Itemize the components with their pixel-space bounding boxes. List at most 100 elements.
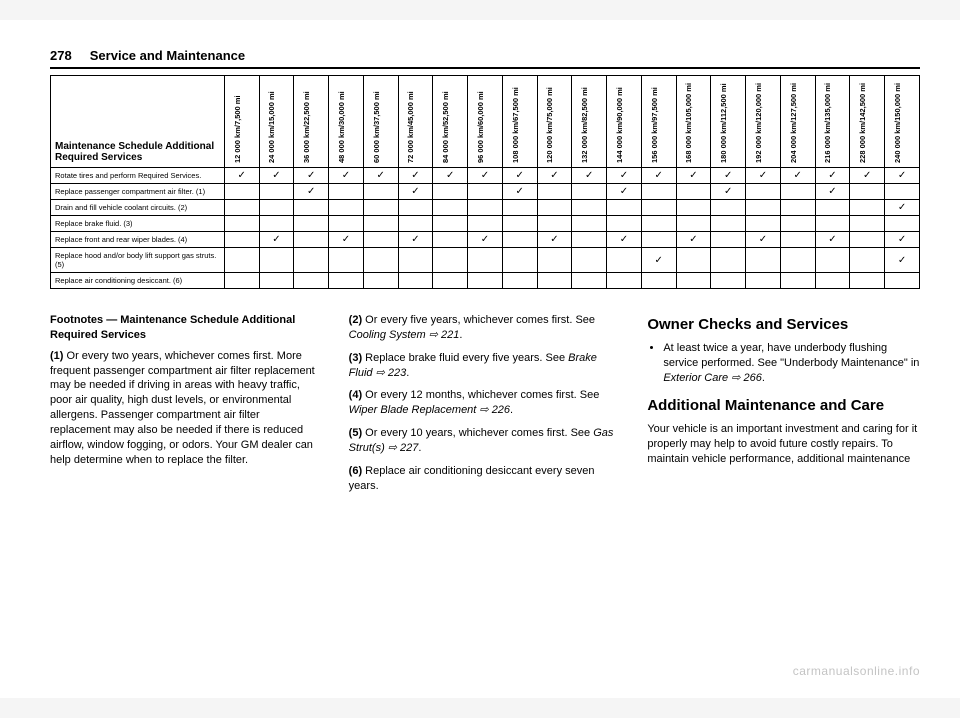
page: 278 Service and Maintenance Maintenance … <box>0 20 960 698</box>
table-cell <box>711 216 746 232</box>
table-cell: ✓ <box>815 184 850 200</box>
table-cell: ✓ <box>780 168 815 184</box>
table-col-header-label: 84 000 km/52,500 mi <box>441 91 450 163</box>
footnote-3-body-a: Replace brake fluid every five years. Se… <box>362 352 568 364</box>
table-cell <box>850 216 885 232</box>
table-col-header-label: 36 000 km/22,500 mi <box>302 91 311 163</box>
table-row: Replace passenger compartment air filter… <box>51 184 920 200</box>
footnote-5-body-b: . <box>418 442 421 454</box>
table-cell <box>780 184 815 200</box>
table-cell: ✓ <box>746 168 781 184</box>
table-cell <box>329 216 364 232</box>
table-row-label: Rotate tires and perform Required Servic… <box>51 168 225 184</box>
content-columns: Footnotes — Maintenance Schedule Additio… <box>50 313 920 501</box>
table-col-header-label: 228 000 km/142,500 mi <box>858 83 867 163</box>
table-col-header: 192 000 km/120,000 mi <box>746 76 781 168</box>
table-cell <box>746 216 781 232</box>
table-cell <box>363 232 398 248</box>
table-cell <box>780 216 815 232</box>
table-cell <box>224 248 259 273</box>
table-cell <box>676 200 711 216</box>
table-cell <box>850 273 885 289</box>
table-cell: ✓ <box>537 232 572 248</box>
table-cell <box>676 216 711 232</box>
table-cell: ✓ <box>259 168 294 184</box>
table-cell <box>780 200 815 216</box>
table-col-header-label: 60 000 km/37,500 mi <box>372 91 381 163</box>
table-cell: ✓ <box>885 168 920 184</box>
table-cell <box>468 200 503 216</box>
table-col-header-label: 216 000 km/135,000 mi <box>823 83 832 163</box>
table-cell <box>711 273 746 289</box>
maintenance-schedule-table: Maintenance Schedule Additional Required… <box>50 75 920 289</box>
table-cell <box>433 232 468 248</box>
table-cell <box>433 184 468 200</box>
table-cell <box>641 273 676 289</box>
footnote-3: (3) Replace brake fluid every five years… <box>349 351 622 381</box>
table-row: Replace brake fluid. (3) <box>51 216 920 232</box>
table-col-header: 12 000 km/7,500 mi <box>224 76 259 168</box>
table-row: Replace air conditioning desiccant. (6) <box>51 273 920 289</box>
table-cell: ✓ <box>607 168 642 184</box>
table-cell: ✓ <box>572 168 607 184</box>
table-cell <box>676 248 711 273</box>
table-col-header: 72 000 km/45,000 mi <box>398 76 433 168</box>
table-cell <box>502 248 537 273</box>
table-cell <box>572 248 607 273</box>
footnote-2: (2) Or every five years, whichever comes… <box>349 313 622 343</box>
page-header: 278 Service and Maintenance <box>50 48 920 63</box>
footnote-3-lead: (3) <box>349 352 362 364</box>
table-col-header: 204 000 km/127,500 mi <box>780 76 815 168</box>
table-cell <box>537 248 572 273</box>
table-col-header: 144 000 km/90,000 mi <box>607 76 642 168</box>
table-cell <box>537 184 572 200</box>
table-col-header-label: 96 000 km/60,000 mi <box>476 91 485 163</box>
additional-heading: Additional Maintenance and Care <box>647 396 920 416</box>
footnote-2-ref: Cooling System ⇨ 221 <box>349 329 460 341</box>
table-cell: ✓ <box>537 168 572 184</box>
table-cell <box>224 200 259 216</box>
footnote-1-body: Or every two years, whichever comes firs… <box>50 350 315 466</box>
footnote-4: (4) Or every 12 months, whichever comes … <box>349 388 622 418</box>
table-cell: ✓ <box>433 168 468 184</box>
table-cell: ✓ <box>294 184 329 200</box>
table-row-header-cell: Maintenance Schedule Additional Required… <box>51 76 225 168</box>
table-row-label: Replace air conditioning desiccant. (6) <box>51 273 225 289</box>
table-col-header-label: 156 000 km/97,500 mi <box>650 87 659 163</box>
table-cell: ✓ <box>711 184 746 200</box>
table-col-header: 132 000 km/82,500 mi <box>572 76 607 168</box>
owner-checks-bullet-b: . <box>762 372 765 384</box>
table-cell <box>398 200 433 216</box>
footnote-6-body: Replace air conditioning desiccant every… <box>349 465 595 492</box>
table-cell <box>850 200 885 216</box>
table-cell <box>259 248 294 273</box>
table-cell <box>780 232 815 248</box>
table-cell: ✓ <box>294 168 329 184</box>
table-cell: ✓ <box>502 184 537 200</box>
table-cell <box>468 273 503 289</box>
footnote-5-body-a: Or every 10 years, whichever comes first… <box>362 427 593 439</box>
table-cell <box>780 248 815 273</box>
table-cell <box>885 216 920 232</box>
table-cell <box>329 273 364 289</box>
footnote-1-lead: (1) <box>50 350 63 362</box>
table-cell <box>746 184 781 200</box>
table-cell <box>572 232 607 248</box>
table-cell <box>468 184 503 200</box>
table-cell <box>746 200 781 216</box>
table-row-label: Drain and fill vehicle coolant circuits.… <box>51 200 225 216</box>
table-cell: ✓ <box>363 168 398 184</box>
footnote-5-lead: (5) <box>349 427 362 439</box>
table-row: Replace front and rear wiper blades. (4)… <box>51 232 920 248</box>
table-cell <box>711 232 746 248</box>
table-cell <box>224 216 259 232</box>
owner-checks-bullet-a: At least twice a year, have underbody fl… <box>663 342 919 369</box>
table-cell: ✓ <box>850 168 885 184</box>
table-cell <box>224 232 259 248</box>
table-col-header: 168 000 km/105,000 mi <box>676 76 711 168</box>
owner-checks-list: At least twice a year, have underbody fl… <box>647 341 920 386</box>
table-row: Drain and fill vehicle coolant circuits.… <box>51 200 920 216</box>
footnote-3-body-b: . <box>406 367 409 379</box>
table-cell <box>711 200 746 216</box>
table-cell <box>294 273 329 289</box>
